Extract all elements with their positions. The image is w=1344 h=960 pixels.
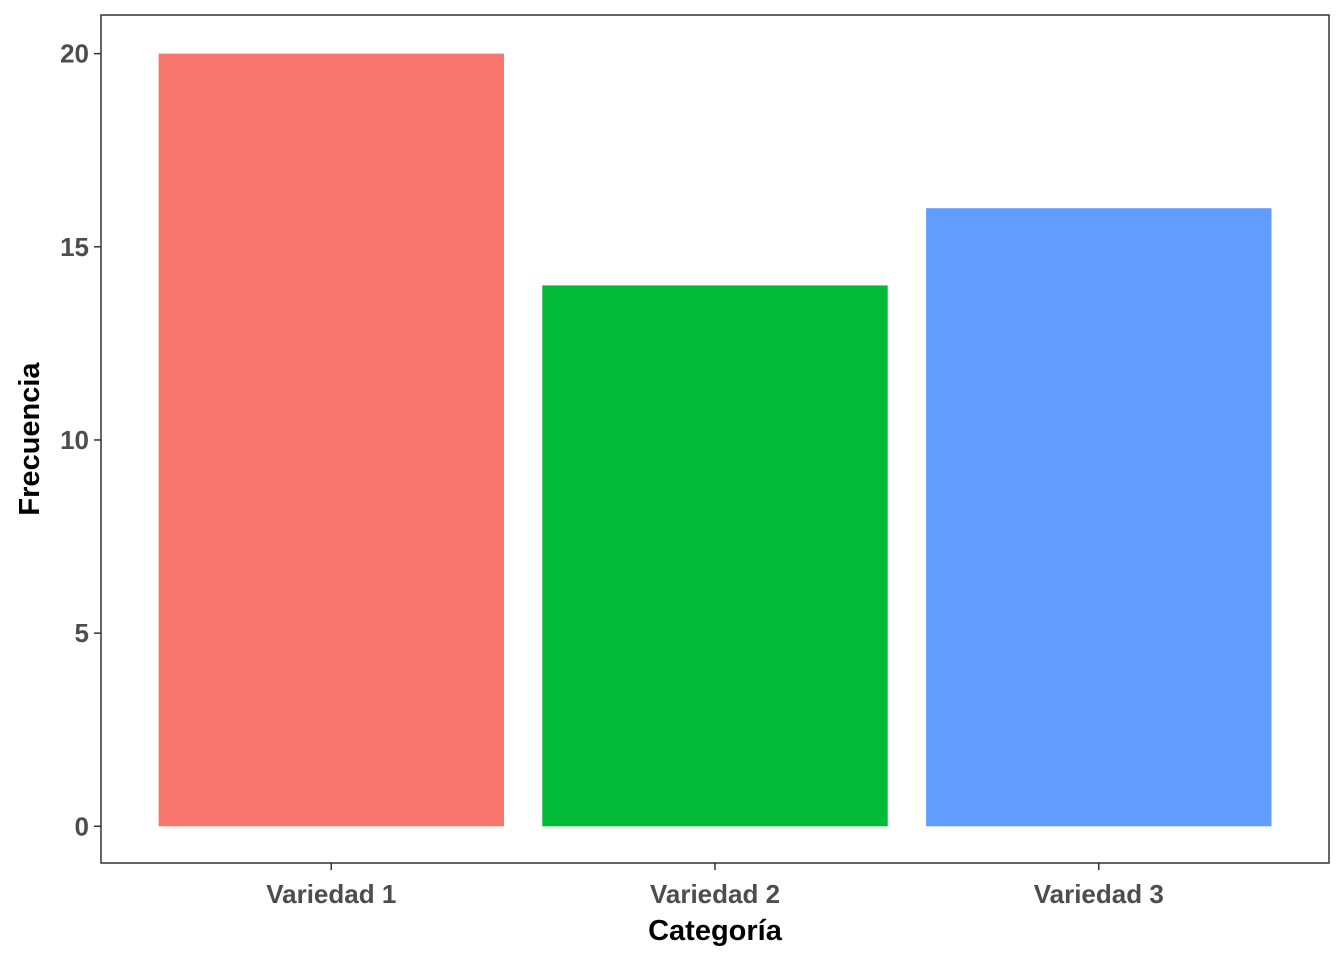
x-axis-title: Categoría xyxy=(648,915,783,947)
y-tick-label: 20 xyxy=(60,39,89,69)
bar-3 xyxy=(926,208,1272,827)
x-axis: Variedad 1 Variedad 2 Variedad 3 xyxy=(266,863,1164,909)
bar-1 xyxy=(158,53,504,827)
y-tick-label: 15 xyxy=(60,232,89,262)
bar-2 xyxy=(542,285,888,827)
y-tick-label: 10 xyxy=(60,425,89,455)
y-axis: 0 5 10 15 20 xyxy=(60,39,101,841)
x-tick-label: Variedad 2 xyxy=(650,879,780,909)
x-tick-label: Variedad 3 xyxy=(1034,879,1164,909)
y-axis-title: Frecuencia xyxy=(14,362,46,516)
y-tick-label: 0 xyxy=(75,811,89,841)
x-tick-label: Variedad 1 xyxy=(266,879,396,909)
y-tick-label: 5 xyxy=(75,618,89,648)
bars-layer xyxy=(158,53,1272,827)
